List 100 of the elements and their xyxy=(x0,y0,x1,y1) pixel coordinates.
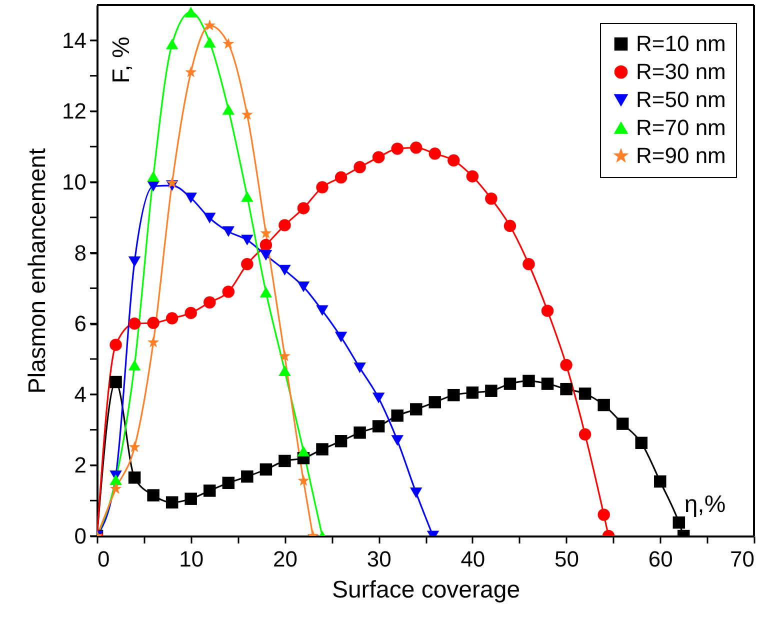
annotation: η,% xyxy=(684,491,726,518)
point xyxy=(185,66,197,78)
point xyxy=(222,286,235,298)
point xyxy=(241,108,253,120)
y-tick-label: 12 xyxy=(62,98,86,124)
point xyxy=(147,171,160,182)
point xyxy=(204,296,216,308)
point xyxy=(184,6,197,18)
legend-label: R=50 nm xyxy=(636,87,726,112)
point xyxy=(560,382,572,396)
point xyxy=(428,396,442,408)
point xyxy=(222,226,235,237)
point xyxy=(616,418,629,430)
point xyxy=(260,250,272,261)
x-tick-label: 50 xyxy=(554,546,580,572)
point xyxy=(110,482,122,494)
legend-label: R=70 nm xyxy=(636,115,726,140)
point xyxy=(260,286,272,298)
point xyxy=(354,161,366,174)
point xyxy=(184,192,197,204)
point xyxy=(128,471,141,484)
point xyxy=(147,316,160,330)
point xyxy=(354,362,366,374)
point xyxy=(204,19,216,30)
x-tick-label: 40 xyxy=(460,546,486,572)
point xyxy=(485,192,498,205)
point xyxy=(391,435,404,446)
point xyxy=(522,258,535,270)
point xyxy=(316,305,328,316)
point xyxy=(504,378,516,390)
point xyxy=(391,410,404,422)
x-tick-label: 20 xyxy=(272,546,298,572)
legend-label: R=30 nm xyxy=(636,59,726,84)
annotation: F, % xyxy=(108,36,135,84)
point xyxy=(372,151,385,164)
point xyxy=(184,492,197,505)
point xyxy=(297,281,310,292)
y-tick-label: 14 xyxy=(62,28,86,53)
point xyxy=(204,484,216,497)
point xyxy=(410,488,422,498)
point xyxy=(166,312,178,324)
point xyxy=(147,336,160,348)
point xyxy=(260,238,272,252)
point xyxy=(128,360,141,370)
point xyxy=(278,264,291,276)
point xyxy=(241,258,254,270)
y-tick-label: 8 xyxy=(74,240,86,266)
point xyxy=(166,176,178,188)
point xyxy=(522,374,535,388)
point xyxy=(147,489,160,502)
point xyxy=(298,474,310,486)
y-tick-label: 6 xyxy=(74,311,86,336)
x-tick-label: 70 xyxy=(730,546,754,572)
point xyxy=(354,426,366,439)
y-axis-title: Plasmon enhancement xyxy=(24,148,52,394)
point xyxy=(166,38,178,50)
point xyxy=(578,388,592,400)
point xyxy=(334,435,348,448)
x-axis-title: Surface coverage xyxy=(332,576,520,604)
point xyxy=(128,256,141,267)
point xyxy=(110,338,122,351)
point xyxy=(541,378,554,390)
point xyxy=(448,388,460,402)
x-tick-label: 30 xyxy=(366,546,392,572)
point xyxy=(316,443,328,456)
point xyxy=(297,446,310,456)
point xyxy=(316,181,328,194)
point xyxy=(110,474,122,486)
point xyxy=(672,516,686,529)
legend-label: R=90 nm xyxy=(636,143,726,168)
point xyxy=(278,350,291,362)
point xyxy=(635,436,648,450)
y-tick-label: 2 xyxy=(74,452,86,478)
point xyxy=(334,332,348,342)
point xyxy=(260,227,272,238)
point xyxy=(147,180,160,192)
y-tick-label: 4 xyxy=(74,382,86,407)
point xyxy=(222,38,234,49)
y-tick-label: 10 xyxy=(62,170,86,194)
point xyxy=(128,441,140,452)
point xyxy=(110,376,122,388)
point xyxy=(448,154,460,167)
x-tick-label: 0 xyxy=(98,546,110,572)
point xyxy=(428,148,442,160)
point xyxy=(391,142,404,155)
legend-label: R=10 nm xyxy=(636,31,726,56)
point xyxy=(598,508,610,521)
point xyxy=(204,212,216,224)
point xyxy=(278,365,291,376)
point xyxy=(278,219,291,232)
point xyxy=(654,475,666,488)
point xyxy=(598,398,610,412)
point xyxy=(560,358,572,372)
point xyxy=(504,220,516,232)
point xyxy=(222,104,235,115)
point xyxy=(334,171,348,184)
point xyxy=(466,170,479,182)
point xyxy=(128,317,141,330)
point xyxy=(410,142,422,154)
point xyxy=(297,202,310,214)
